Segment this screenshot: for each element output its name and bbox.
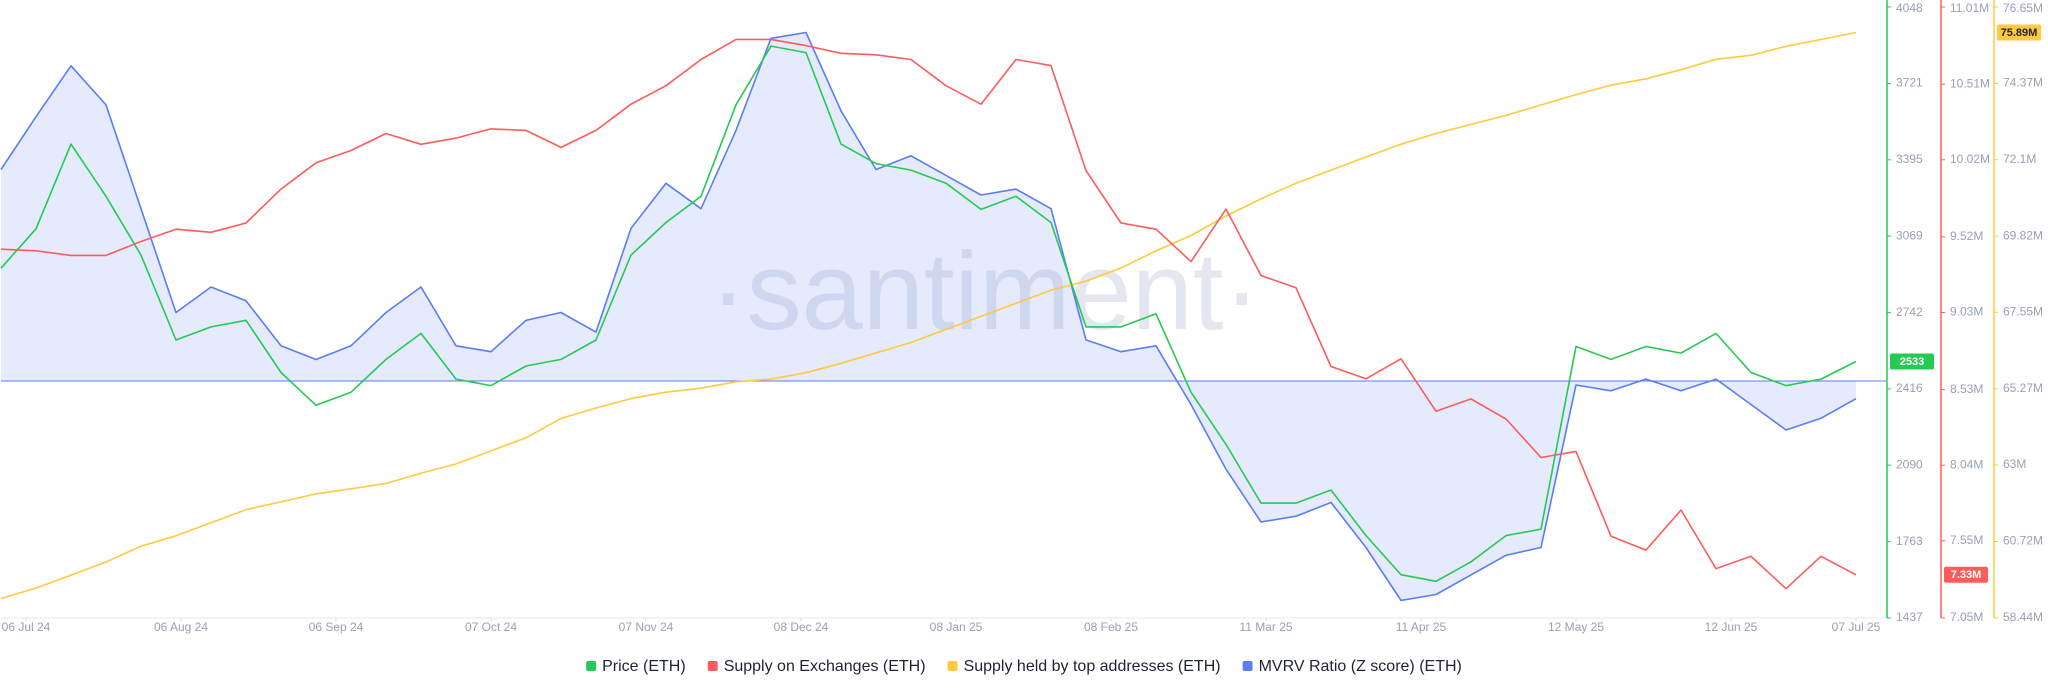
series-line — [0, 31, 1857, 602]
x-tick-label: 08 Feb 25 — [1084, 620, 1138, 634]
legend-text: Price (ETH) — [602, 658, 686, 675]
y-tick-label: 10.51M — [1950, 76, 1990, 90]
x-tick-label: 07 Nov 24 — [619, 620, 674, 634]
series-line — [0, 31, 1857, 600]
y-tick-label: 76.65M — [2003, 1, 2043, 15]
y-tick-label: 8.04M — [1950, 457, 1983, 471]
y-tick-label: 3395 — [1896, 152, 1923, 166]
y-tick-label: 9.52M — [1950, 229, 1983, 243]
y-tick-label: 67.55M — [2003, 305, 2043, 319]
area-fill — [1, 32, 1856, 601]
legend-text: Supply on Exchanges (ETH) — [724, 658, 926, 675]
value-label: 7.33M — [1951, 569, 1982, 581]
x-tick-label: 12 Jun 25 — [1705, 620, 1758, 634]
x-tick-label: 11 Mar 25 — [1239, 620, 1292, 634]
value-label: 2533 — [1900, 356, 1924, 368]
y-tick-label: 65.27M — [2003, 381, 2043, 395]
x-tick-label: 07 Oct 24 — [465, 620, 517, 634]
y-tick-label: 11.01M — [1950, 1, 1989, 15]
x-tick-label: 06 Sep 24 — [309, 620, 364, 634]
legend-swatch — [1242, 661, 1253, 671]
watermark: ·santiment· — [710, 230, 1260, 353]
legend: Price (ETH) Supply on Exchanges (ETH) Supp… — [586, 658, 1462, 675]
y-tick-label: 69.82M — [2003, 228, 2043, 242]
legend-swatch — [947, 661, 958, 671]
value-badge — [1944, 566, 1988, 583]
series-line — [0, 38, 1857, 590]
y-tick-label: 2416 — [1896, 381, 1923, 395]
x-tick-label: 06 Aug 24 — [154, 620, 208, 634]
x-tick-label: 08 Dec 24 — [774, 620, 829, 634]
y-tick-label: 9.03M — [1950, 305, 1983, 319]
y-tick-label: 8.53M — [1950, 382, 1983, 396]
x-tick-label: 07 Jul 25 — [1832, 620, 1881, 634]
y-tick-label: 58.44M — [2003, 610, 2043, 624]
value-badge — [1890, 353, 1934, 370]
y-tick-label: 3069 — [1896, 228, 1923, 242]
y-tick-label: 72.1M — [2003, 152, 2036, 166]
x-tick-label: 08 Jan 25 — [930, 620, 983, 634]
x-tick-label: 12 May 25 — [1548, 620, 1604, 634]
y-tick-label: 74.37M — [2003, 76, 2043, 90]
value-badge — [1997, 24, 2041, 41]
legend-text: MVRV Ratio (Z score) (ETH) — [1259, 658, 1462, 675]
y-tick-label: 2742 — [1896, 305, 1923, 319]
value-label: 75.89M — [2001, 27, 2038, 39]
y-tick-label: 1437 — [1896, 610, 1923, 624]
legend-swatch — [586, 661, 597, 671]
y-tick-label: 3721 — [1896, 76, 1923, 90]
legend-swatch — [707, 661, 718, 671]
y-tick-label: 4048 — [1896, 1, 1923, 15]
y-tick-label: 63M — [2003, 457, 2026, 471]
y-tick-label: 60.72M — [2003, 534, 2043, 548]
y-tick-label: 2090 — [1896, 457, 1923, 471]
legend-text: Supply held by top addresses (ETH) — [964, 658, 1221, 675]
series-line — [0, 45, 1857, 583]
x-tick-label: 11 Apr 25 — [1396, 620, 1447, 634]
x-tick-label: 06 Jul 24 — [2, 620, 51, 634]
y-tick-label: 10.02M — [1950, 152, 1990, 166]
y-tick-label: 7.55M — [1950, 533, 1983, 547]
y-tick-label: 1763 — [1896, 534, 1923, 548]
y-tick-label: 7.05M — [1950, 610, 1983, 624]
